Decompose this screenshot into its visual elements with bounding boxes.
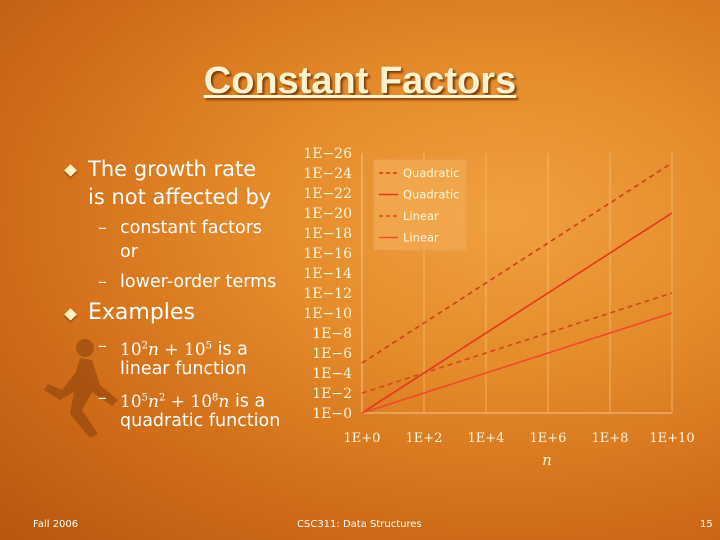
legend-label: Quadratic xyxy=(403,188,460,202)
sub-bullet-dash: – xyxy=(98,336,107,356)
legend-label: Quadratic xyxy=(403,166,460,180)
sub-bullet-dash: – xyxy=(98,388,107,408)
y-tick-label: 1E−12 xyxy=(303,286,352,302)
y-tick-label: 1E−18 xyxy=(303,226,352,242)
legend-label: Linear xyxy=(403,231,439,245)
y-tick-label: 1E−4 xyxy=(312,366,352,382)
example-linear-line2: linear function xyxy=(120,359,247,379)
example-linear: 102n + 105 is a xyxy=(120,334,248,362)
linear-formula: 102n + 105 xyxy=(120,339,213,360)
y-tick-label: 1E−8 xyxy=(312,326,352,342)
sub-bullet-constant-factors: constant factors xyxy=(120,218,263,238)
example-quadratic-suffix: is a xyxy=(234,391,266,412)
bullet-growth-line1: The growth rate xyxy=(88,157,257,181)
y-tick-label: 1E−22 xyxy=(303,186,352,202)
x-tick-label: 1E+0 xyxy=(344,431,381,446)
x-axis-label: n xyxy=(542,451,552,469)
y-tick-label: 1E−10 xyxy=(303,306,352,322)
legend-label: Linear xyxy=(403,209,439,223)
series-line xyxy=(361,212,673,414)
sub-bullet-dash: – xyxy=(98,272,107,292)
footer-page-number: 15 xyxy=(700,519,713,530)
y-tick-label: 1E−0 xyxy=(312,406,352,422)
series-line xyxy=(361,312,673,414)
y-tick-label: 1E−14 xyxy=(303,266,352,282)
runner-image xyxy=(44,339,118,438)
example-linear-suffix: is a xyxy=(217,339,248,360)
series-line xyxy=(361,292,673,394)
x-tick-label: 1E+10 xyxy=(649,431,694,446)
y-tick-label: 1E−6 xyxy=(312,346,352,362)
footer-date: Fall 2006 xyxy=(33,519,79,530)
y-tick-label: 1E−24 xyxy=(303,166,352,182)
x-tick-label: 1E+4 xyxy=(468,431,505,446)
x-tick-label: 1E+2 xyxy=(406,431,443,446)
y-tick-label: 1E−16 xyxy=(303,246,352,262)
bullet-growth-line2: is not affected by xyxy=(88,185,272,209)
legend-box xyxy=(373,159,467,251)
quadratic-formula: 105n2 + 108n xyxy=(120,391,230,412)
sub-bullet-lower-order-terms: lower-order terms xyxy=(120,272,277,292)
sub-bullet-dash: – xyxy=(98,218,107,238)
bullet-examples: Examples xyxy=(88,300,195,325)
x-tick-label: 1E+6 xyxy=(530,431,567,446)
footer-course: CSC311: Data Structures xyxy=(297,519,422,530)
bullet-icon xyxy=(64,308,77,321)
y-tick-label: 1E−20 xyxy=(303,206,352,222)
growth-chart: 1E−0 1E−2 1E−4 1E−6 1E−8 1E−10 1E−12 1E−14 1E−16… xyxy=(303,146,694,469)
example-quadratic-line2: quadratic function xyxy=(120,411,281,431)
series-line xyxy=(361,162,673,364)
example-quadratic: 105n2 + 108n is a xyxy=(120,386,265,414)
bullet-icon xyxy=(64,164,77,177)
y-tick-label: 1E−2 xyxy=(312,386,352,402)
y-tick-label: 1E−26 xyxy=(303,146,352,162)
slide-title: Constant Factors xyxy=(203,60,517,102)
x-tick-label: 1E+8 xyxy=(592,431,629,446)
sub-bullet-or: or xyxy=(120,242,138,262)
